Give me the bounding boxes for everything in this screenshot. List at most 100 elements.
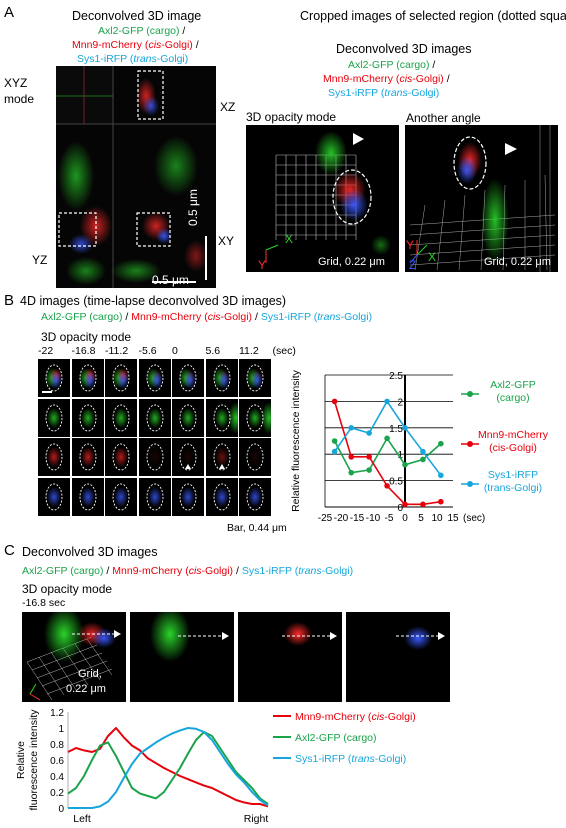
y-axis-label-line2: fluorescence intensity: [28, 709, 40, 811]
series-point: [366, 454, 372, 460]
time-label: -5.6: [138, 345, 157, 357]
series-point: [438, 472, 444, 479]
time-lapse-tile: [138, 359, 171, 397]
y-tick-label: 0: [397, 503, 403, 514]
panel-a-legend-right-line1: Axl2-GFP (cargo) /: [348, 59, 436, 71]
time-lapse-tile: [105, 398, 137, 437]
time-lapse-tile: [172, 398, 204, 437]
legend-marker: [467, 481, 473, 487]
scale-bar-h-label: 0.5 μm: [152, 273, 189, 287]
chart-line-profile: 0 0.2 0.4 0.6 0.8 1 1.2 Left Right Relative fluore…: [8, 704, 564, 828]
legend-label: Axl2-GFP (cargo): [295, 732, 377, 744]
series-point: [331, 448, 338, 455]
series-point: [402, 461, 408, 468]
time-lapse-tile: [239, 359, 271, 397]
y-tick-label: 1.5: [389, 424, 403, 435]
series-point: [348, 425, 355, 431]
legend-marker: [467, 441, 473, 447]
time-label: 11.2: [239, 345, 259, 357]
series-point: [420, 456, 426, 463]
panel-c-time-label: -16.8 sec: [22, 597, 66, 609]
time-lapse-tile: [172, 477, 204, 516]
series-point: [402, 501, 408, 508]
series-point: [420, 501, 426, 508]
grid-label-front: Grid, 0.22 μm: [318, 256, 385, 268]
x-tick-label: 10: [431, 513, 443, 524]
time-lapse-tile: [138, 438, 171, 476]
time-labels: -22 -16.8 -11.2 -5.6 0 5.6 11.2 (sec): [36, 345, 306, 359]
time-lapse-tile: [38, 438, 70, 476]
time-lapse-tile: [205, 438, 238, 476]
time-lapse-tile: [38, 398, 70, 437]
y-tick-label: 2: [397, 397, 403, 408]
panel-c-letter: C: [4, 542, 15, 559]
time-lapse-tile: [205, 359, 238, 397]
panel-b-legend: Axl2-GFP (cargo) / Mnn9-mCherry (cis-Gol…: [41, 311, 373, 323]
series-point: [438, 440, 444, 447]
time-unit-label: (sec): [272, 345, 296, 357]
panel-a-legend-right-line3: Sys1-iRFP (trans-Golgi): [328, 87, 440, 99]
panel-a-legend-left-line2: Mnn9-mCherry (cis-Golgi) /: [72, 39, 199, 51]
legend-label: (trans-Golgi): [484, 482, 542, 494]
panel-c-title: Deconvolved 3D images: [22, 545, 158, 559]
x-tick-label: -15: [350, 513, 365, 524]
time-lapse-tile-grid: [38, 359, 273, 519]
axis-x-label-angle: X: [428, 250, 437, 264]
y-tick-label: 0.2: [50, 788, 64, 799]
panel-c-legend: Axl2-GFP (cargo) / Mnn9-mCherry (cis-Gol…: [22, 565, 354, 577]
x-tick-label: -25: [318, 513, 333, 524]
time-lapse-tile: [138, 398, 171, 437]
series-point: [384, 483, 390, 489]
series-point: [366, 430, 372, 436]
panel-c-grid-label: Grid,: [78, 668, 102, 680]
time-lapse-tile: [172, 359, 204, 397]
series-point: [438, 498, 444, 505]
time-lapse-tile: [105, 359, 137, 397]
x-tick-label: -20: [334, 513, 349, 524]
time-label: -11.2: [105, 345, 129, 357]
time-lapse-tile: [239, 477, 271, 516]
opacity-image-front: [246, 125, 399, 272]
xyz-image: [56, 66, 216, 288]
x-axis-label: (sec): [463, 513, 485, 524]
bar-label: Bar, 0.44 μm: [227, 522, 287, 534]
axis-y-label-front: Y: [258, 258, 267, 272]
axis-yz-label: YZ: [32, 253, 48, 267]
time-lapse-tile: [38, 359, 70, 397]
series-line: [68, 727, 269, 809]
legend-label: (cis-Golgi): [489, 442, 537, 454]
chart-time-intensity: 0 0.5 1 1.5 2 2.5 -25 -20 -15 -10 -5 0 5 10 15 (sec) Rel…: [283, 360, 563, 545]
panel-c-image-merge: [22, 612, 126, 702]
x-tick-label: 5: [418, 513, 424, 524]
time-lapse-tile: [105, 438, 137, 476]
panel-b-title: 4D images (time-lapse deconvolved 3D ima…: [20, 294, 287, 308]
x-tick-label: -5: [385, 513, 394, 524]
y-axis-label: Relative fluorescence intensity: [290, 369, 302, 512]
panel-a-letter: A: [4, 4, 15, 21]
opacity-image-angle: [405, 125, 558, 272]
legend-label: Axl2-GFP: [490, 379, 536, 391]
y-tick-label: 1.2: [50, 708, 64, 719]
time-label: -22: [38, 345, 54, 357]
time-lapse-tile: [71, 438, 104, 476]
series-point: [331, 398, 338, 405]
legend-label: Mnn9-mCherry (cis-Golgi): [295, 711, 416, 723]
series-point: [348, 454, 355, 460]
time-lapse-tile: [138, 477, 171, 516]
panel-b-opacity-label: 3D opacity mode: [41, 330, 132, 344]
panel-b-letter: B: [4, 292, 15, 309]
another-angle-label: Another angle: [406, 111, 481, 125]
panel-a-opacity-label: 3D opacity mode: [246, 110, 337, 124]
series-point: [420, 448, 426, 455]
x-label-left: Left: [73, 813, 91, 825]
legend-label: Sys1-iRFP: [488, 469, 538, 481]
panel-c-grid-value: 0.22 μm: [66, 683, 106, 695]
panel-a-right-title: Cropped images of selected region (dotte…: [300, 9, 566, 23]
panel-a-right-sub: Deconvolved 3D images: [336, 42, 472, 56]
axis-y-label-angle: Y: [406, 238, 415, 252]
axis-xz-label: XZ: [220, 100, 236, 114]
panel-c-image-blue: [346, 612, 450, 702]
y-tick-label: 0.4: [50, 772, 64, 783]
y-tick-label: 0.5: [389, 477, 403, 488]
series-line: [67, 731, 269, 805]
